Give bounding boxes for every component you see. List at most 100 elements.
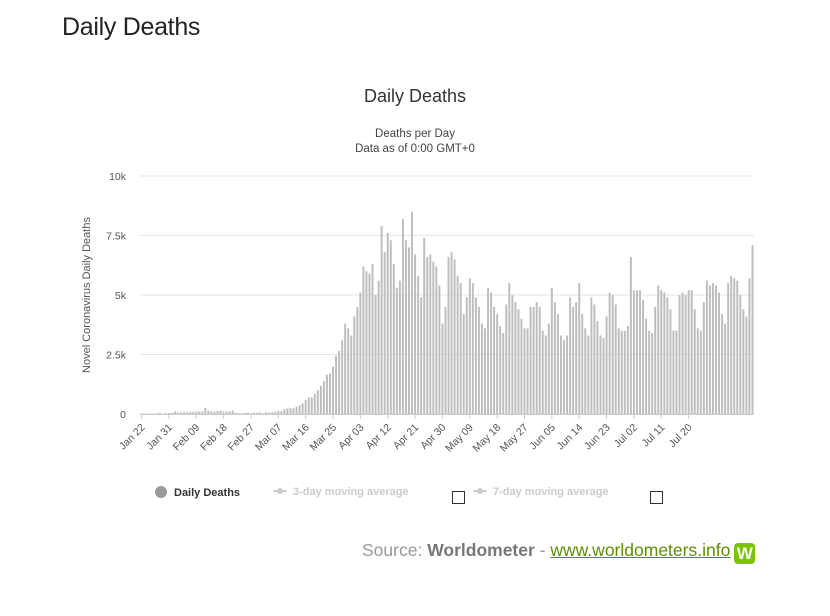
bar [702,302,705,414]
legend-item-7-day-average[interactable]: 7-day moving average [473,486,609,498]
x-tick-label: Feb 18 [198,422,230,454]
legend-label: 3-day moving average [293,486,409,498]
bar [538,306,541,414]
bar [608,292,611,414]
chart-title: Daily Deaths [363,86,467,106]
bar [262,413,265,414]
bar-series [140,211,754,414]
bar [386,233,389,414]
bar [736,280,739,414]
legend-item-daily-deaths[interactable]: Daily Deaths [155,486,240,499]
7-day-average-checkbox[interactable] [650,491,663,504]
bar [484,328,486,414]
bar [508,283,511,414]
bar [614,304,617,414]
bar [487,287,490,414]
bar [335,355,338,414]
bar [590,297,593,414]
bar [718,292,721,414]
bar [748,278,751,414]
bar [329,373,331,414]
bar [423,237,426,414]
legend-item-3-day-average[interactable]: 3-day moving average [273,486,409,498]
bar [435,266,438,414]
x-tick-label: Mar 25 [308,422,340,454]
bar [465,297,468,414]
bar [271,412,274,414]
x-tick-label: Apr 21 [391,422,421,452]
bar [733,278,736,414]
bar [541,330,544,414]
x-tick-label: Mar 16 [280,422,312,454]
bar [553,302,556,414]
bar [727,283,730,414]
bar [535,302,538,414]
y-tick-label: 7.5k [106,231,127,243]
bar [356,306,359,414]
legend-label: Daily Deaths [174,487,241,499]
bar [526,328,529,414]
x-tick-label: Jan 22 [117,422,148,453]
bar [198,411,201,414]
bar [332,366,334,414]
bar [687,290,690,414]
x-tick-label: Jun 14 [555,422,586,453]
bar [344,323,347,414]
bar [167,413,170,414]
bar [708,285,711,414]
bar [289,407,292,414]
source-link[interactable]: www.worldometers.info [550,540,731,560]
bar [298,405,301,414]
bar [681,292,684,414]
bar [201,411,204,414]
x-tick-label: May 27 [498,422,531,455]
bar [313,393,316,414]
bar [368,273,371,414]
bar [474,297,477,414]
page-heading: Daily Deaths [62,13,201,41]
bar [377,280,380,414]
bar [398,280,401,414]
bar [228,411,231,414]
bar [310,397,313,414]
bar [158,412,161,414]
bar [462,314,465,414]
x-tick-label: Feb 09 [171,422,203,454]
legend-label: 7-day moving average [493,486,609,498]
bar [243,412,246,414]
bar [283,409,286,414]
bar [295,406,298,414]
bar [739,295,742,414]
bar [651,333,654,414]
bar [602,337,605,414]
bar [657,285,660,414]
bar [404,240,407,414]
bar [496,314,499,414]
bar [575,302,578,414]
bar [684,295,687,414]
bar [636,290,638,414]
bar [192,411,195,414]
bar [690,290,693,414]
bar [259,412,262,414]
bar [566,335,569,414]
y-tick-label: 0 [120,409,126,421]
bar [623,330,626,414]
bar [560,335,562,414]
3-day-average-checkbox[interactable] [452,491,465,504]
bar [383,252,386,414]
bar [663,292,666,414]
y-tick-label: 10k [109,171,127,183]
bar [578,283,581,414]
bar [447,256,450,414]
x-tick-label: Apr 03 [336,422,366,452]
bar [456,275,459,414]
bar [417,275,420,414]
chart-subtitle-line-2: Data as of 0:00 GMT+0 [355,143,475,155]
bar [277,411,280,414]
bar [237,413,240,414]
bar [605,316,608,414]
bar [730,275,733,414]
bar [477,306,480,414]
bar [219,410,222,414]
